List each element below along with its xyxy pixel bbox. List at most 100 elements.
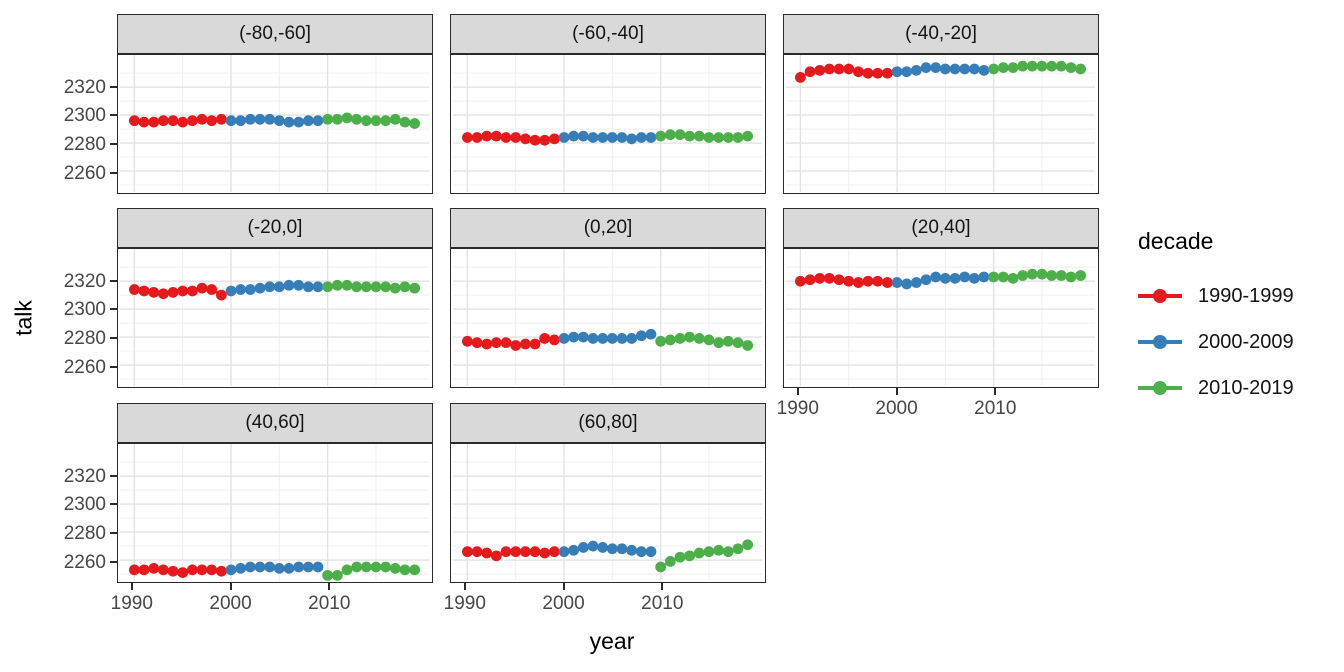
data-point [1055, 270, 1067, 281]
data-point [577, 542, 589, 553]
panel-grid [785, 55, 1096, 192]
x-tick-mark [130, 583, 133, 590]
data-point [206, 564, 218, 576]
facet-strip-label: (60,80] [578, 412, 638, 433]
data-point [510, 546, 522, 558]
y-tick-mark [110, 279, 117, 282]
panel-plot-area [785, 55, 1096, 192]
data-point [1075, 63, 1087, 75]
data-point [215, 113, 227, 125]
data-point [539, 333, 551, 344]
series-2010-2019 [322, 561, 421, 581]
x-tick-mark [661, 583, 664, 590]
x-tick-mark [562, 583, 565, 590]
x-tick-mark [328, 583, 331, 590]
y-tick-label: 2260 [63, 551, 106, 573]
data-point [732, 337, 744, 349]
panel-grid [785, 249, 1096, 386]
legend-entry: 2000-2009 [1138, 319, 1294, 365]
data-point [872, 67, 884, 79]
legend: decade 1990-1999 2000-2009 2010-2019 [1138, 228, 1294, 411]
data-point [997, 62, 1009, 74]
data-point [988, 271, 1000, 283]
data-point [606, 132, 618, 143]
data-point [703, 334, 715, 346]
data-point [645, 546, 657, 558]
data-point [520, 133, 531, 145]
data-point [664, 334, 676, 346]
data-point [626, 544, 638, 556]
data-point [273, 562, 285, 574]
data-point [167, 565, 179, 577]
data-point [1075, 270, 1087, 281]
data-point [196, 564, 208, 576]
data-point [331, 113, 343, 125]
data-point [177, 116, 189, 128]
facet-strip: (20,40] [783, 208, 1099, 248]
data-point [293, 116, 305, 128]
data-point [910, 64, 922, 76]
data-point [597, 132, 609, 143]
data-point [244, 113, 256, 125]
panel-grid [452, 55, 763, 192]
y-tick-label: 2300 [63, 494, 106, 516]
data-point [655, 561, 667, 573]
legend-key-1990-1999-icon [1138, 288, 1182, 304]
series-2000-2009 [891, 271, 990, 290]
data-point [157, 288, 169, 300]
y-tick-label: 2320 [63, 270, 106, 292]
data-point [949, 63, 961, 75]
y-tick-label: 2260 [63, 356, 106, 378]
legend-key-2000-2009-icon [1138, 334, 1182, 350]
data-point [471, 132, 483, 143]
data-point [529, 338, 541, 350]
y-tick-mark [110, 143, 117, 145]
data-point [529, 546, 541, 558]
series-1990-1999 [794, 272, 893, 288]
data-point [302, 115, 314, 127]
data-point [399, 564, 411, 576]
data-point [616, 333, 628, 344]
data-point [881, 67, 893, 79]
series-2010-2019 [988, 60, 1087, 75]
data-point [968, 272, 980, 284]
data-point [283, 279, 295, 291]
data-point [500, 546, 512, 558]
data-point [742, 340, 754, 351]
facet-panel [117, 248, 433, 388]
data-point [635, 546, 647, 558]
data-point [606, 333, 618, 344]
y-tick-label: 2300 [63, 299, 106, 321]
panel-grid [119, 249, 430, 386]
data-point [322, 281, 334, 293]
data-point [254, 113, 266, 125]
data-point [461, 335, 473, 347]
y-axis-title: talk [10, 300, 37, 336]
panel-plot-area [785, 249, 1096, 386]
data-point [645, 328, 657, 340]
series-2000-2009 [558, 540, 657, 558]
data-point [539, 134, 551, 146]
data-point [910, 277, 922, 288]
data-point [225, 115, 237, 127]
series-1990-1999 [128, 282, 227, 301]
data-point [409, 564, 421, 576]
y-tick-mark [110, 365, 117, 368]
panel-grid [452, 444, 763, 581]
legend-key-2010-2019-icon [1138, 380, 1182, 396]
data-point [920, 62, 932, 74]
data-point [655, 130, 667, 142]
data-point [568, 130, 580, 142]
data-point [794, 72, 806, 83]
series-2000-2009 [558, 328, 657, 344]
facet-strip: (60,80] [450, 403, 766, 443]
data-point [138, 285, 150, 297]
data-point [684, 550, 695, 562]
y-tick-mark [110, 532, 117, 534]
data-point [703, 132, 715, 143]
data-point [225, 564, 237, 576]
data-point [138, 116, 150, 128]
data-point [684, 130, 695, 142]
data-point [823, 63, 835, 75]
series-1990-1999 [128, 113, 227, 128]
